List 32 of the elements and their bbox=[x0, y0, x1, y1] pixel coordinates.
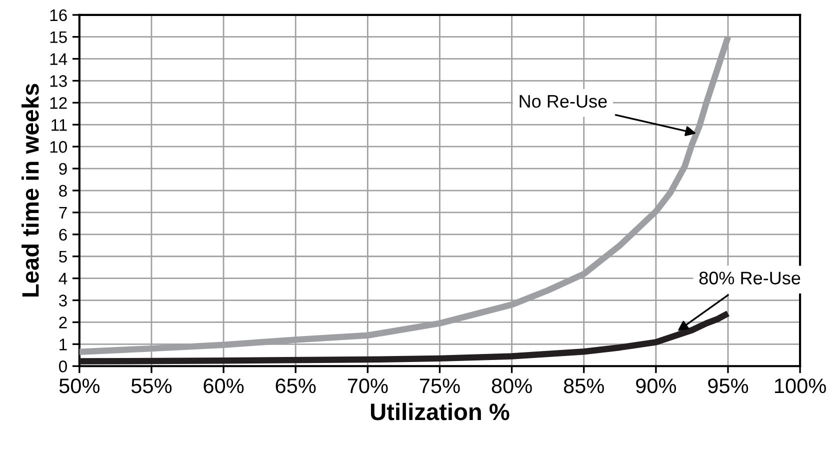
annotation: 80% Re-Use bbox=[699, 272, 800, 284]
y-axis-title: Lead time in weeks bbox=[22, 84, 39, 297]
x-axis-title: Utilization % bbox=[370, 402, 510, 420]
x-tick-label: 100% bbox=[775, 378, 826, 394]
y-tick-label: 3 bbox=[58, 294, 67, 306]
x-tick-label: 60% bbox=[204, 378, 244, 394]
x-tick-label: 55% bbox=[131, 378, 172, 394]
x-tick-label: 75% bbox=[420, 378, 460, 394]
x-tick-label: 50% bbox=[59, 378, 100, 394]
y-tick-label: 5 bbox=[59, 250, 67, 263]
y-tick-label: 4 bbox=[58, 272, 68, 284]
x-tick-label: 85% bbox=[564, 378, 604, 394]
x-tick-label: 80% bbox=[492, 378, 532, 394]
y-tick-label: 14 bbox=[50, 53, 68, 65]
y-tick-label: 10 bbox=[50, 141, 67, 153]
y-tick-label: 16 bbox=[50, 9, 67, 22]
y-tick-label: 12 bbox=[50, 97, 67, 109]
y-tick-label: 11 bbox=[52, 119, 67, 131]
y-tick-label: 2 bbox=[59, 316, 67, 328]
annotation: No Re-Use bbox=[520, 95, 607, 108]
y-tick-label: 0 bbox=[58, 360, 67, 372]
y-tick-label: 1 bbox=[60, 338, 67, 350]
x-tick-label: 90% bbox=[636, 378, 676, 394]
y-tick-label: 9 bbox=[59, 162, 67, 175]
x-tick-label: 95% bbox=[708, 378, 748, 394]
y-tick-label: 15 bbox=[50, 31, 67, 44]
y-tick-label: 7 bbox=[59, 207, 67, 219]
x-tick-label: 70% bbox=[348, 378, 388, 394]
y-tick-label: 13 bbox=[50, 75, 67, 87]
y-tick-label: 8 bbox=[59, 184, 67, 197]
y-tick-label: 6 bbox=[59, 228, 67, 241]
x-tick-label: 65% bbox=[276, 378, 316, 394]
